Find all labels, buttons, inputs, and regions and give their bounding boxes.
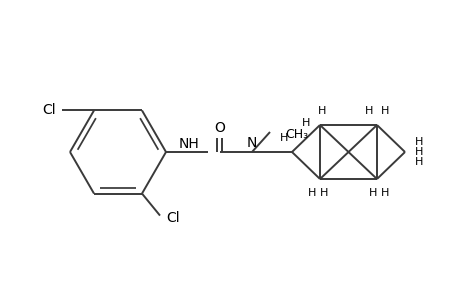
Text: H: H — [368, 188, 376, 198]
Text: H: H — [307, 188, 315, 198]
Text: NH: NH — [178, 137, 199, 151]
Text: H: H — [319, 188, 327, 198]
Text: O: O — [214, 121, 225, 135]
Text: H: H — [414, 157, 422, 167]
Text: H: H — [279, 133, 287, 143]
Text: Cl: Cl — [42, 103, 56, 117]
Text: H: H — [380, 106, 388, 116]
Text: H: H — [301, 118, 309, 128]
Text: H: H — [414, 137, 422, 147]
Text: H: H — [364, 106, 372, 116]
Text: CH₃: CH₃ — [285, 128, 308, 140]
Text: N: N — [246, 136, 257, 150]
Text: Cl: Cl — [166, 211, 179, 225]
Text: H: H — [414, 147, 422, 157]
Text: H: H — [380, 188, 388, 198]
Text: H: H — [317, 106, 325, 116]
